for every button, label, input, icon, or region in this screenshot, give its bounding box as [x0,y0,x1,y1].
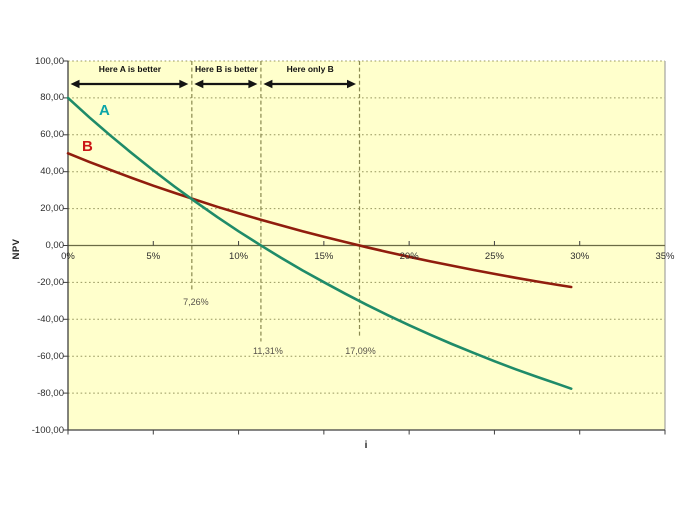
crossover-label-1: 7,26% [183,297,209,308]
y-tick-label: 100,00 [34,55,64,67]
region-label-b-better: Here B is better [194,64,258,74]
x-tick-label: 25% [484,250,504,262]
y-tick-label: 60,00 [40,129,64,141]
crossover-label-2: 11,31% [252,346,283,357]
x-tick-label: 15% [314,250,334,262]
y-tick-label: -40,00 [37,313,64,325]
y-axis-title: NPV [10,238,22,260]
x-tick-label: 10% [229,250,249,262]
region-label-only-b: Here only B [286,64,334,74]
y-tick-label: -100,00 [31,424,64,436]
arrowhead-right [347,79,357,89]
arrowhead-right [179,79,189,89]
x-tick-label: 5% [146,250,161,262]
y-tick-label: 80,00 [40,92,64,104]
y-tick-label: -80,00 [37,387,64,399]
series-b-label: B [82,138,93,155]
arrowhead-left [263,79,273,89]
x-tick-label: 0% [61,250,75,262]
region-label-a-better: Here A is better [98,64,162,74]
y-tick-label: -60,00 [37,350,64,362]
y-tick-label: -20,00 [37,276,64,288]
x-tick-label: 35% [655,250,675,262]
crossover-label-3: 17,09% [345,346,376,357]
series-a-label: A [99,102,110,119]
curve-A [66,96,573,390]
curve-B [66,152,573,289]
y-tick-label: 0,00 [45,240,65,251]
y-tick-label: 20,00 [40,203,64,215]
arrowhead-right [248,79,258,89]
x-tick-label: 20% [399,250,419,262]
arrowhead-left [194,79,204,89]
y-tick-label: 40,00 [40,166,64,178]
x-axis-title: i [364,440,368,451]
x-tick-label: 30% [570,250,590,262]
arrowhead-left [70,79,80,89]
